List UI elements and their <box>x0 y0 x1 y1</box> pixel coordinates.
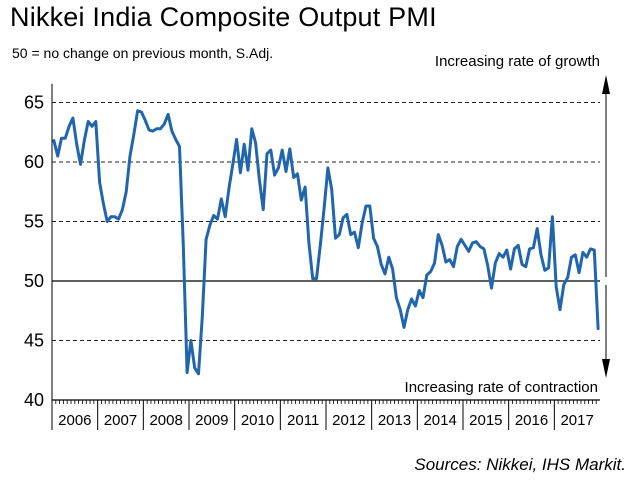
x-tick-label: 2013 <box>378 412 411 429</box>
x-tick-label: 2014 <box>423 412 456 429</box>
chart-subtitle: 50 = no change on previous month, S.Adj. <box>12 45 274 61</box>
contraction-arrow-head <box>602 359 610 378</box>
y-tick-label: 50 <box>24 271 44 291</box>
x-tick-label: 2007 <box>104 412 137 429</box>
x-tick-label: 2016 <box>515 412 548 429</box>
x-tick-label: 2015 <box>469 412 502 429</box>
y-tick-label: 65 <box>24 93 44 113</box>
pmi-series-line <box>52 109 600 376</box>
x-tick-label: 2009 <box>195 412 228 429</box>
chart-title: Nikkei India Composite Output PMI <box>10 2 437 32</box>
x-axis: 2006 2007 2008 2009 2010 2011 2012 2013 2014 2015… <box>52 399 600 430</box>
x-tick-label: 2011 <box>287 412 319 429</box>
annotation-growth: Increasing rate of growth <box>435 53 600 70</box>
growth-arrow-head <box>602 75 610 94</box>
x-tick-label: 2010 <box>241 412 274 429</box>
y-axis: 40 45 50 55 60 65 <box>24 83 53 430</box>
source-note: Sources: Nikkei, IHS Markit. <box>414 455 626 474</box>
x-tick-label: 2006 <box>58 412 91 429</box>
plot-area <box>52 109 600 376</box>
y-tick-label: 60 <box>24 152 44 172</box>
y-tick-label: 55 <box>24 212 44 232</box>
annotation-contraction: Increasing rate of contraction <box>405 379 598 396</box>
x-tick-label: 2017 <box>560 412 593 429</box>
y-tick-label: 45 <box>24 331 44 351</box>
y-tick-label: 40 <box>24 390 44 410</box>
x-tick-label: 2012 <box>332 412 365 429</box>
gridlines <box>52 102 600 341</box>
direction-arrows <box>602 75 610 378</box>
x-tick-label: 2008 <box>149 412 182 429</box>
